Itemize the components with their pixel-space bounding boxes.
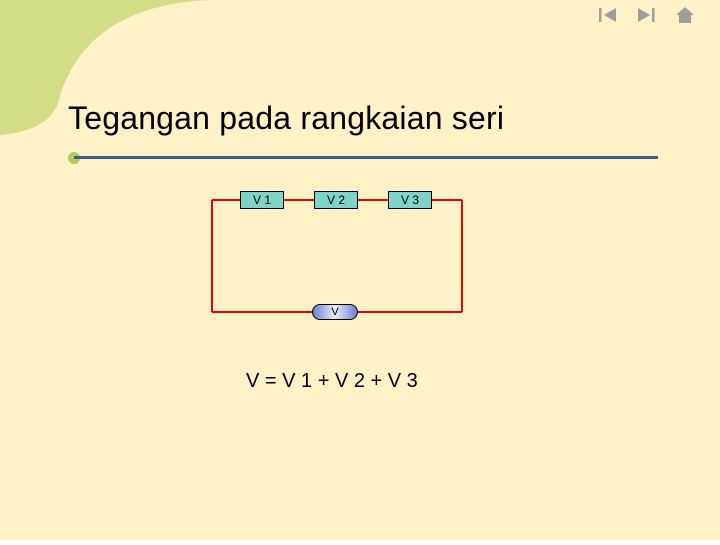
nav-bar bbox=[598, 6, 696, 24]
nav-home-button[interactable] bbox=[674, 6, 696, 24]
voltage-v3-box: V 3 bbox=[388, 191, 432, 209]
slide-title: Tegangan pada rangkaian seri bbox=[68, 100, 658, 137]
formula-text: V = V 1 + V 2 + V 3 bbox=[246, 370, 418, 393]
nav-prev-button[interactable] bbox=[598, 6, 620, 24]
title-rule bbox=[68, 146, 658, 168]
circuit-diagram: V 1 V 2 V 3 V bbox=[210, 190, 464, 322]
title-block: Tegangan pada rangkaian seri bbox=[68, 100, 658, 137]
voltage-v1-box: V 1 bbox=[240, 191, 284, 209]
nav-next-button[interactable] bbox=[636, 6, 658, 24]
v3-label: V 3 bbox=[401, 193, 419, 207]
voltage-source: V bbox=[312, 304, 358, 320]
v1-label: V 1 bbox=[253, 193, 271, 207]
v2-label: V 2 bbox=[327, 193, 345, 207]
voltage-v2-box: V 2 bbox=[314, 191, 358, 209]
v-total-label: V bbox=[331, 306, 338, 318]
